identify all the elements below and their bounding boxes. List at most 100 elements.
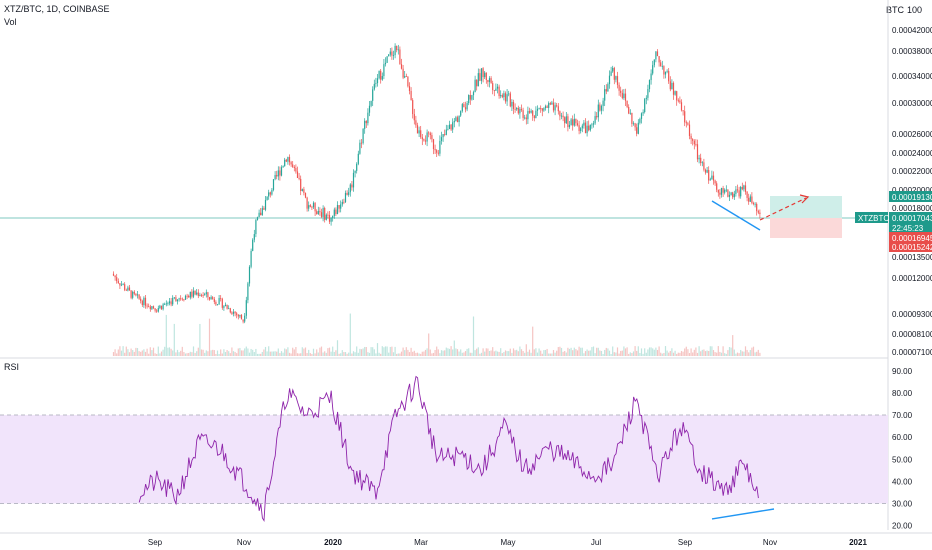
volume-bar — [520, 349, 523, 356]
candle — [324, 208, 326, 220]
candle — [552, 102, 555, 111]
time-tick-label: 2021 — [849, 538, 867, 547]
candle — [495, 88, 497, 91]
candle — [159, 305, 161, 309]
candle — [684, 111, 686, 123]
volume-bar — [352, 351, 355, 356]
volume-bar — [576, 350, 579, 356]
candle — [296, 171, 299, 179]
candle — [615, 76, 617, 80]
volume-bar — [434, 350, 436, 356]
volume-bar — [671, 348, 673, 356]
candle — [336, 205, 339, 215]
volume-bar — [572, 350, 574, 356]
symbol-tag: XTZBTC — [858, 214, 889, 223]
volume-bar — [420, 353, 422, 356]
volume-bar — [296, 353, 299, 356]
candle — [509, 93, 511, 107]
volume-bar — [551, 353, 553, 356]
candle — [167, 303, 169, 305]
candle — [589, 124, 591, 131]
volume-bar — [456, 349, 459, 356]
candle — [508, 93, 510, 95]
candle — [528, 111, 531, 113]
stop-zone — [770, 218, 842, 238]
volume-bar — [260, 353, 262, 356]
volume-bar — [413, 350, 415, 356]
candle — [708, 170, 710, 181]
candle — [444, 134, 446, 135]
volume-bar — [519, 346, 521, 356]
candle — [544, 106, 547, 109]
projection-arrow[interactable] — [759, 197, 807, 221]
volume-bar — [436, 346, 438, 356]
volume-bar — [650, 347, 652, 356]
volume-bar — [127, 349, 129, 356]
candle — [415, 120, 417, 126]
volume-bar — [162, 349, 164, 356]
volume-bar — [354, 352, 356, 356]
volume-bar — [319, 347, 321, 356]
volume-bar — [552, 350, 555, 356]
volume-bar — [229, 353, 231, 356]
candle — [743, 185, 745, 190]
volume-bar — [188, 352, 190, 356]
candle — [682, 110, 684, 112]
volume-bar — [695, 347, 697, 356]
candle — [463, 104, 465, 108]
volume-bar — [253, 352, 255, 356]
volume-bar — [535, 348, 537, 356]
candle — [548, 103, 550, 108]
volume-bar — [176, 349, 179, 356]
volume-bar — [372, 347, 374, 356]
candle — [215, 301, 217, 305]
candle — [228, 308, 230, 310]
candle — [376, 78, 379, 84]
volume-bar — [255, 348, 257, 356]
candle — [732, 192, 734, 198]
candle — [592, 123, 595, 125]
candle — [602, 100, 604, 106]
volume-bar — [244, 348, 246, 356]
volume-bar — [440, 350, 443, 356]
volume-bar — [156, 353, 158, 356]
volume-bar — [455, 348, 457, 356]
volume-bar — [629, 352, 631, 356]
volume-bar — [685, 346, 687, 356]
volume-bar — [476, 348, 478, 356]
volume-bar — [501, 353, 503, 356]
volume-bar — [605, 347, 607, 356]
candle — [136, 294, 139, 296]
candle — [714, 180, 716, 184]
volume-bar — [159, 353, 161, 356]
volume-bar — [240, 350, 243, 356]
volume-bar — [509, 348, 511, 356]
candle — [442, 134, 444, 138]
volume-bar — [197, 347, 199, 356]
time-tick-label: Mar — [414, 538, 428, 547]
volume-bar — [194, 352, 196, 356]
candle — [423, 139, 425, 141]
volume-bar — [704, 351, 707, 356]
volume-bar — [314, 353, 316, 356]
volume-bar — [719, 351, 721, 356]
volume-bar — [660, 352, 662, 356]
candle — [583, 122, 585, 126]
candle — [690, 135, 692, 140]
price-trendline[interactable] — [711, 200, 761, 231]
candle — [154, 308, 156, 311]
volume-bar — [160, 351, 163, 356]
rsi-trendline[interactable] — [711, 508, 775, 520]
volume-bar — [618, 353, 620, 356]
candle — [626, 100, 628, 107]
candle — [373, 83, 375, 90]
candle — [591, 124, 593, 126]
candle — [720, 188, 723, 195]
volume-bar — [388, 352, 390, 356]
volume-bar — [428, 333, 430, 356]
candle — [293, 166, 295, 168]
volume-bar — [373, 349, 375, 356]
candle — [186, 295, 188, 297]
volume-bar — [284, 348, 286, 356]
